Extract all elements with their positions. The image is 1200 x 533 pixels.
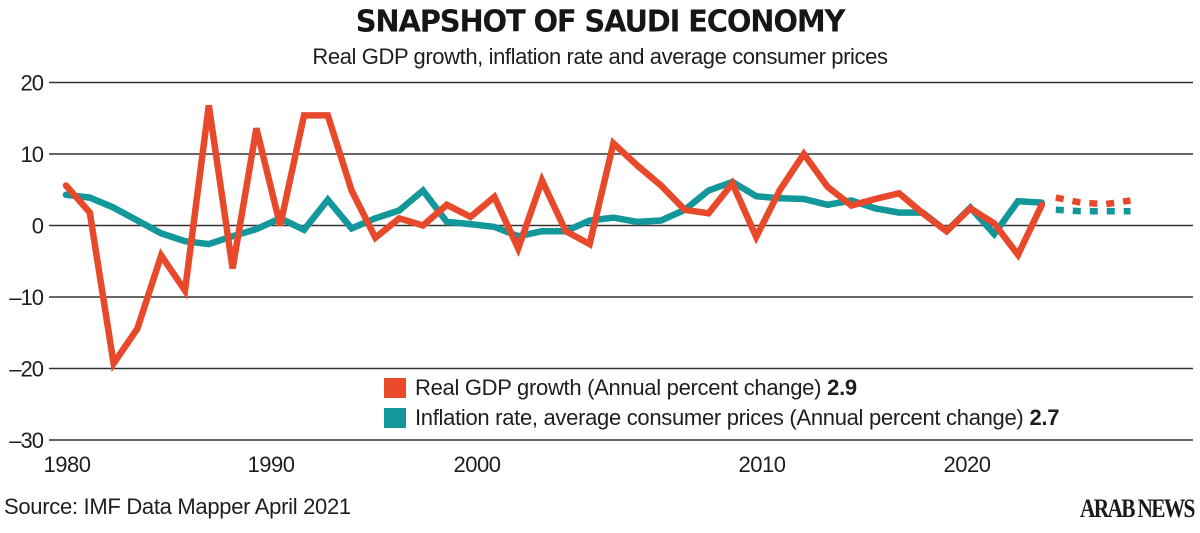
x-tick-label: 2000 <box>454 452 501 477</box>
legend-item-inflation: Inflation rate, average consumer prices … <box>384 405 1060 430</box>
x-tick-label: 2010 <box>739 452 786 477</box>
legend-label-inflation: Inflation rate, average consumer prices … <box>415 405 1024 430</box>
legend-label-gdp: Real GDP growth (Annual percent change) <box>415 375 822 400</box>
x-axis-ticks: 1980 1990 2000 2010 2020 <box>44 452 992 477</box>
x-tick-label: 1990 <box>248 452 295 477</box>
y-tick-label: 10 <box>21 142 44 167</box>
chart-subtitle: Real GDP growth, inflation rate and aver… <box>312 44 888 69</box>
legend-value-gdp: 2.9 <box>827 375 857 400</box>
legend-swatch-inflation <box>384 408 406 428</box>
projection-line-inflation <box>1055 206 1131 215</box>
chart-title: SNAPSHOT OF SAUDI ECONOMY <box>355 3 846 39</box>
x-tick-label: 2020 <box>944 452 991 477</box>
arab-news-logo: ARAB NEWS <box>1080 494 1195 523</box>
legend-value-inflation: 2.7 <box>1029 405 1060 430</box>
legend-item-gdp: Real GDP growth (Annual percent change) … <box>384 375 857 400</box>
series-line-gdp <box>62 104 1046 373</box>
legend: Real GDP growth (Annual percent change) … <box>376 370 1194 436</box>
series-group <box>62 104 1131 373</box>
legend-swatch-gdp <box>384 378 406 398</box>
source-note: Source: IMF Data Mapper April 2021 <box>4 494 351 519</box>
y-tick-label: –10 <box>9 285 43 310</box>
y-tick-label: 0 <box>32 214 44 239</box>
y-tick-label: –30 <box>9 428 43 453</box>
y-axis-ticks: 20 10 0 –10 –20 –30 <box>9 71 44 454</box>
x-tick-label: 1980 <box>44 452 91 477</box>
y-tick-label: –20 <box>9 357 43 382</box>
y-tick-label: 20 <box>21 71 44 96</box>
projection-line-gdp <box>1055 194 1131 208</box>
